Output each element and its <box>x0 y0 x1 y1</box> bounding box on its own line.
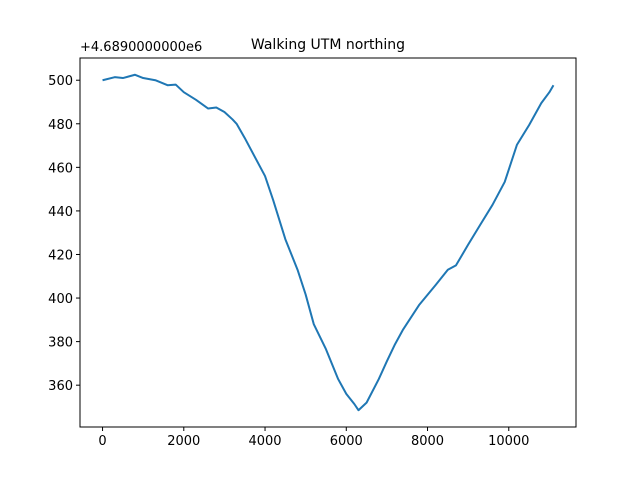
x-tick-label: 4000 <box>248 434 281 449</box>
x-tick-label: 10000 <box>488 434 529 449</box>
y-tick-label: 460 <box>48 161 73 176</box>
y-tick-label: 360 <box>48 379 73 394</box>
x-tick-label: 6000 <box>330 434 363 449</box>
y-tick-label: 500 <box>48 74 73 89</box>
chart-title: Walking UTM northing <box>251 37 405 53</box>
data-line <box>102 73 555 412</box>
y-tick-label: 440 <box>48 205 73 220</box>
y-tick-label: 480 <box>48 118 73 133</box>
x-tick-label: 8000 <box>411 434 444 449</box>
y-tick-label: 380 <box>48 336 73 351</box>
x-tick-label: 2000 <box>167 434 200 449</box>
offset-label: +4.6890000000e6 <box>80 40 202 55</box>
x-tick-label: 0 <box>98 434 106 449</box>
y-tick-label: 400 <box>48 292 73 307</box>
axes-frame <box>79 57 577 428</box>
y-tick-label: 420 <box>48 248 73 263</box>
